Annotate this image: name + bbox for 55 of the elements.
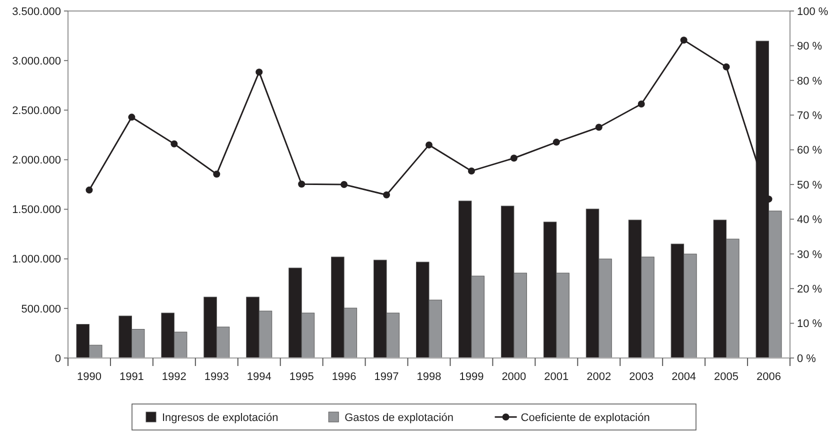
y-tick-label: 0 (54, 352, 61, 365)
legend-label: Ingresos de explotación (162, 412, 278, 424)
x-tick-label: 2006 (756, 371, 782, 383)
point (510, 154, 518, 162)
y2-tick-label: 80 % (797, 75, 822, 88)
x-tick-label: 2003 (629, 371, 654, 383)
legend-label: Coeficiente de explotación (520, 412, 650, 424)
y2-tick-label: 20 % (797, 283, 822, 296)
point (170, 140, 178, 148)
point (638, 100, 645, 108)
point (298, 180, 306, 188)
x-tick-label: 1991 (119, 371, 144, 383)
y2-tick-label: 40 % (797, 214, 822, 226)
point (128, 114, 136, 121)
point (256, 68, 263, 76)
x-tick-label: 2001 (544, 371, 569, 383)
y2-tick-label: 10 % (797, 318, 822, 330)
x-tick-label: 1990 (76, 371, 102, 383)
y-tick-label: 3.000.000 (12, 55, 61, 68)
point (552, 138, 560, 146)
x-tick-label: 1993 (204, 371, 229, 383)
y2-tick-label: 50 % (797, 179, 822, 192)
point (340, 181, 348, 188)
x-tick-label: 1997 (374, 371, 399, 383)
point (426, 141, 432, 148)
y-tick-label: 1.000.000 (12, 254, 61, 266)
x-tick-label: 2000 (502, 371, 526, 383)
x-tick-label: 2002 (586, 371, 612, 383)
y2-tick-label: 60 % (797, 144, 822, 157)
y2-tick-label: 0 % (797, 352, 816, 365)
y2-tick-label: 70 % (797, 110, 822, 122)
point (213, 170, 220, 178)
x-tick-label: 1995 (289, 371, 314, 383)
y-tick-label: 1.500.000 (12, 204, 61, 216)
point (595, 124, 602, 131)
y2-tick-label: 30 % (797, 248, 822, 261)
y-tick-label: 3.500.000 (12, 6, 61, 18)
x-tick-label: 1996 (332, 371, 356, 383)
point (722, 63, 730, 70)
y2-tick-label: 100 % (797, 6, 828, 18)
x-tick-label: 1992 (162, 371, 186, 383)
legend-label: Gastos de explotación (344, 412, 454, 424)
point (86, 186, 93, 194)
y-tick-label: 2.500.000 (12, 104, 61, 117)
point (383, 191, 390, 198)
x-tick-label: 2004 (672, 371, 696, 383)
x-tick-label: 2005 (714, 371, 739, 383)
y2-tick-label: 90 % (797, 40, 822, 53)
x-tick-label: 1994 (246, 371, 272, 383)
point (680, 36, 688, 44)
y-tick-label: 500.000 (21, 303, 61, 316)
x-tick-label: 1999 (459, 371, 484, 383)
point (468, 167, 475, 174)
x-tick-label: 1998 (416, 371, 442, 383)
y-tick-label: 2.000.000 (12, 154, 61, 167)
